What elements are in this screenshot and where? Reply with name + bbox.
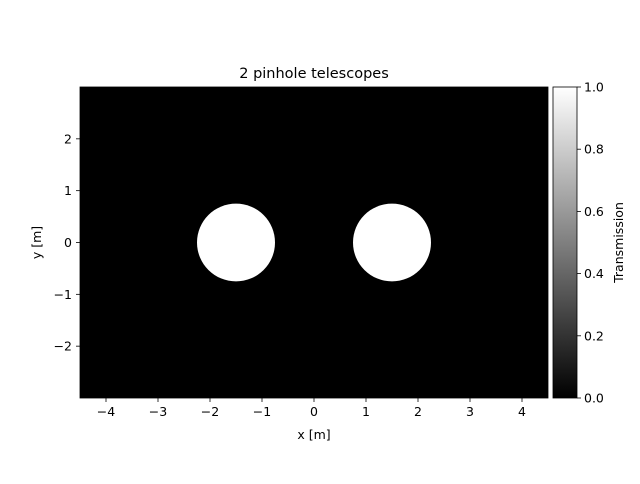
x-tick-label: 0: [310, 404, 318, 419]
x-tick-label: 4: [518, 404, 526, 419]
x-tick-label: −4: [97, 404, 115, 419]
chart-title: 2 pinhole telescopes: [239, 66, 389, 82]
y-axis-label: y [m]: [29, 226, 44, 259]
colorbar-tick-label: 0.6: [584, 204, 604, 219]
colorbar-tick-label: 1.0: [584, 80, 604, 95]
aperture-1: [197, 203, 275, 282]
x-tick-label: 3: [466, 404, 474, 419]
colorbar-tick-label: 0.4: [584, 266, 604, 281]
colorbar-ticks: 0.0 0.2 0.4 0.6 0.8 1.0: [577, 80, 604, 406]
y-tick-label: −1: [54, 287, 72, 302]
y-tick-label: 2: [64, 131, 72, 146]
colorbar-tick-label: 0.0: [584, 391, 604, 406]
x-axis-ticks: −4 −3 −2 −1 0 1 2 3 4: [97, 398, 526, 419]
x-tick-label: −3: [149, 404, 167, 419]
y-axis-ticks: −2 −1 0 1 2: [54, 131, 80, 354]
y-tick-label: 0: [64, 235, 72, 250]
x-tick-label: 1: [362, 404, 370, 419]
aperture-2: [353, 203, 431, 282]
y-tick-label: −2: [54, 339, 72, 354]
x-tick-label: −1: [253, 404, 271, 419]
colorbar: [552, 86, 578, 399]
apertures: [197, 203, 431, 282]
plot-area: [80, 87, 548, 398]
colorbar-tick-label: 0.2: [584, 328, 604, 343]
x-axis-label: x [m]: [297, 427, 330, 442]
colorbar-tick-label: 0.8: [584, 142, 604, 157]
x-tick-label: 2: [414, 404, 422, 419]
x-tick-label: −2: [201, 404, 219, 419]
colorbar-label: Transmission: [611, 202, 626, 284]
y-tick-label: 1: [64, 183, 72, 198]
